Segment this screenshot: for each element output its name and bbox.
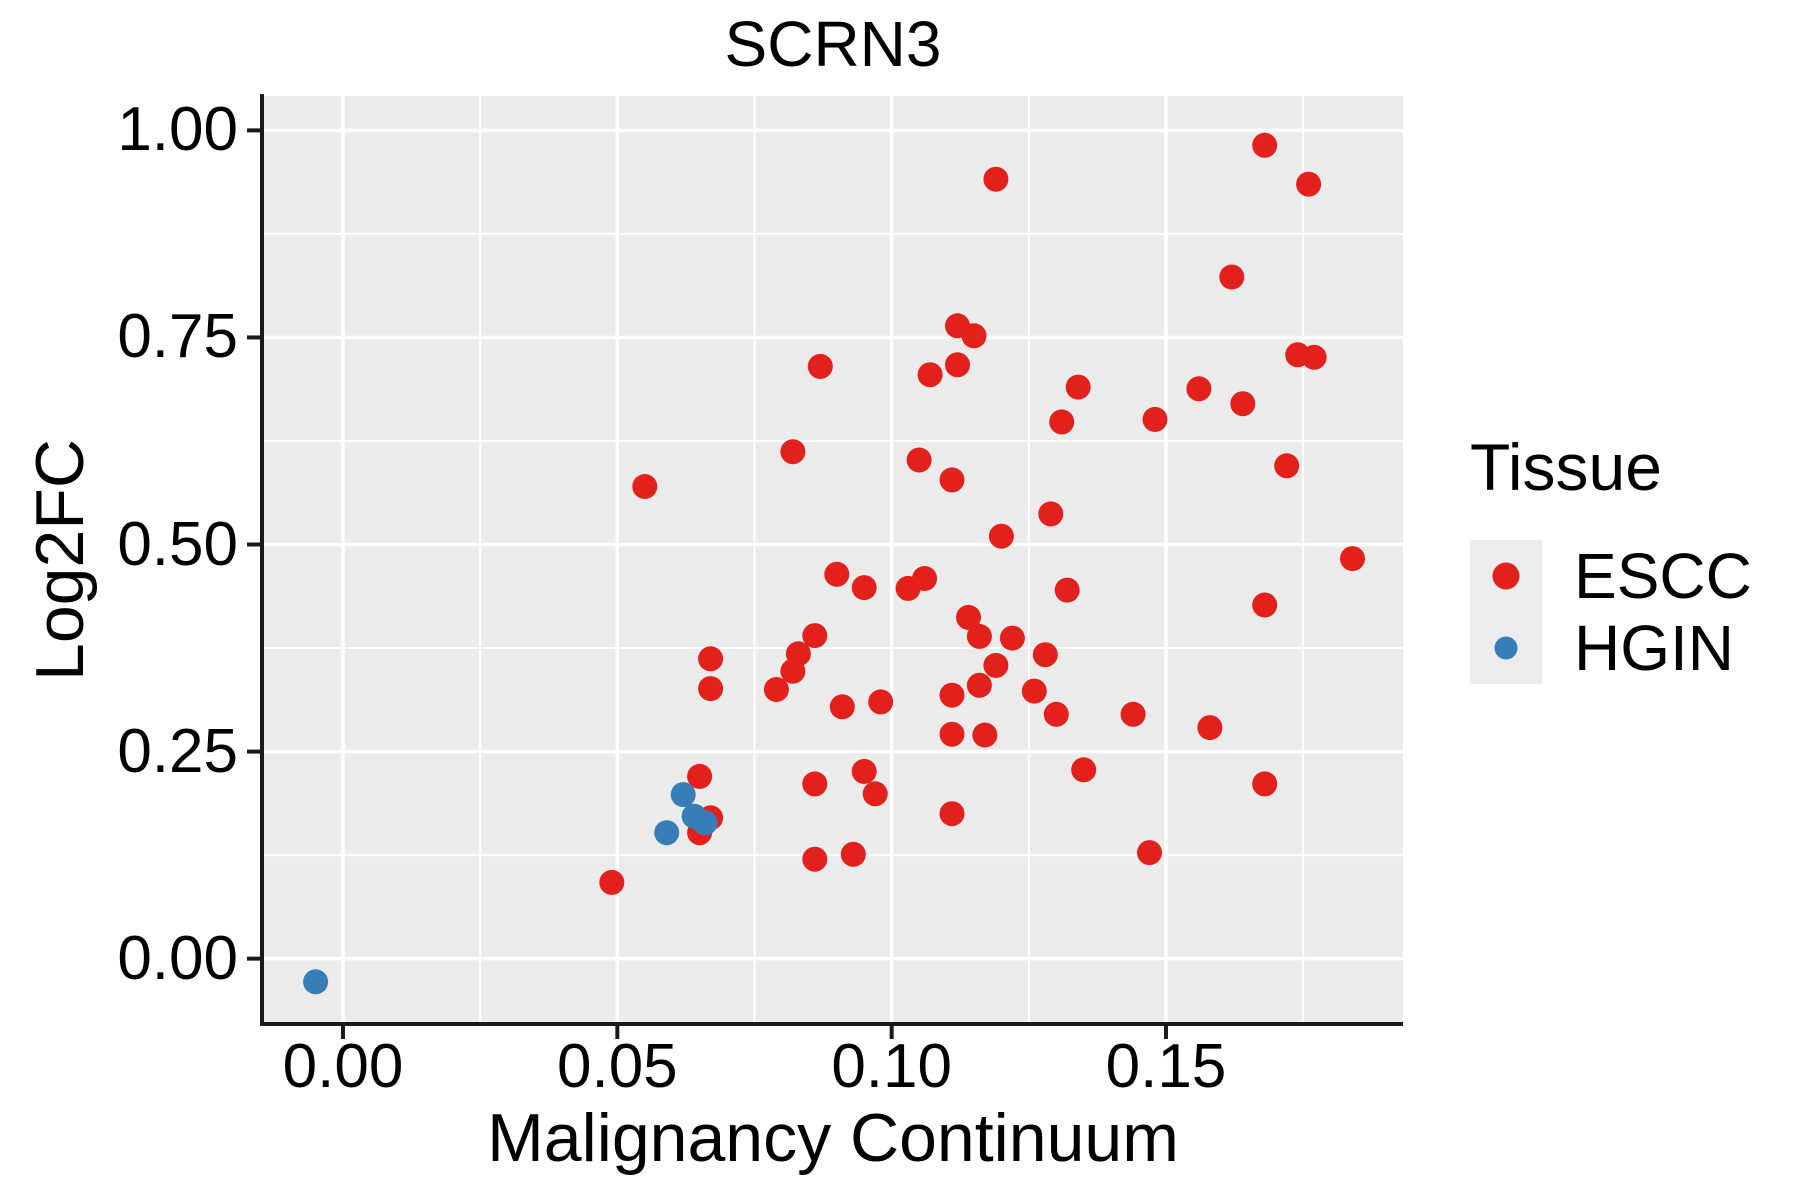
data-point-escc bbox=[912, 566, 938, 591]
legend-key-escc bbox=[1470, 540, 1542, 612]
data-point-escc bbox=[945, 352, 970, 378]
y-axis-title: Log2FC bbox=[22, 439, 98, 681]
data-point-hgin bbox=[303, 969, 329, 995]
y-tick-label: 0.00 bbox=[117, 923, 238, 993]
data-point-escc bbox=[632, 474, 658, 499]
data-point-escc bbox=[1142, 406, 1168, 432]
data-point-escc bbox=[1071, 757, 1097, 783]
data-point-escc bbox=[698, 646, 724, 672]
data-point-escc bbox=[868, 689, 894, 715]
data-point-escc bbox=[917, 362, 943, 388]
chart-title: SCRN3 bbox=[724, 8, 942, 80]
data-point-escc bbox=[763, 677, 789, 702]
data-point-escc bbox=[972, 722, 998, 748]
data-point-hgin bbox=[654, 820, 680, 846]
y-tick-label: 1.00 bbox=[117, 95, 238, 165]
data-point-escc bbox=[840, 841, 866, 867]
legend-entry-escc: ESCC bbox=[1470, 540, 1752, 612]
data-point-escc bbox=[698, 676, 724, 702]
data-point-escc bbox=[939, 682, 965, 708]
data-point-escc bbox=[1032, 642, 1058, 668]
legend-entry-hgin: HGIN bbox=[1470, 612, 1734, 684]
data-point-escc bbox=[906, 447, 932, 473]
data-point-escc bbox=[802, 771, 828, 797]
data-point-escc bbox=[1021, 678, 1047, 704]
escc-dot-icon bbox=[1492, 562, 1520, 590]
data-point-escc bbox=[802, 846, 828, 872]
hgin-dot-icon bbox=[1494, 636, 1518, 660]
data-point-escc bbox=[1054, 577, 1080, 603]
legend-label-hgin: HGIN bbox=[1574, 612, 1734, 684]
data-point-escc bbox=[807, 353, 833, 379]
data-point-escc bbox=[829, 694, 855, 720]
data-point-escc bbox=[939, 467, 965, 493]
data-point-hgin bbox=[692, 810, 718, 836]
data-point-escc bbox=[1252, 771, 1278, 797]
data-point-escc bbox=[851, 758, 877, 784]
x-axis-title: Malignancy Continuum bbox=[487, 1100, 1179, 1176]
data-point-escc bbox=[1252, 132, 1278, 158]
legend-label-escc: ESCC bbox=[1574, 540, 1752, 612]
x-tick-label: 0.05 bbox=[556, 1032, 678, 1101]
data-point-escc bbox=[966, 672, 992, 698]
data-point-escc bbox=[983, 166, 1009, 192]
data-point-escc bbox=[939, 721, 965, 747]
data-point-escc bbox=[939, 801, 965, 827]
data-point-escc bbox=[785, 641, 811, 667]
data-point-escc bbox=[862, 781, 888, 807]
data-point-escc bbox=[1274, 453, 1300, 479]
data-point-hgin bbox=[670, 782, 696, 808]
data-point-escc bbox=[1296, 171, 1322, 197]
data-point-escc bbox=[966, 623, 992, 649]
data-point-escc bbox=[983, 652, 1009, 678]
data-point-escc bbox=[999, 625, 1025, 651]
data-point-escc bbox=[599, 869, 625, 895]
legend-key-hgin bbox=[1470, 612, 1542, 684]
data-point-escc bbox=[1065, 374, 1091, 400]
data-point-escc bbox=[687, 763, 713, 789]
data-point-escc bbox=[988, 523, 1014, 549]
data-point-escc bbox=[961, 323, 987, 349]
y-tick-label: 0.50 bbox=[117, 509, 238, 579]
data-point-escc bbox=[802, 623, 828, 649]
data-point-escc bbox=[1049, 409, 1075, 435]
data-point-escc bbox=[1038, 501, 1064, 527]
data-point-escc bbox=[1301, 344, 1327, 370]
data-point-escc bbox=[1043, 701, 1069, 727]
data-point-escc bbox=[1252, 592, 1278, 618]
x-tick-label: 0.10 bbox=[831, 1032, 952, 1101]
data-point-escc bbox=[956, 604, 981, 630]
data-point-escc bbox=[780, 439, 806, 465]
data-point-escc bbox=[1340, 546, 1365, 572]
data-point-escc bbox=[1219, 264, 1245, 290]
data-point-escc bbox=[824, 561, 850, 587]
data-point-escc bbox=[1137, 840, 1162, 866]
data-point-escc bbox=[1230, 391, 1256, 417]
x-tick-label: 0.15 bbox=[1105, 1032, 1227, 1101]
y-tick-label: 0.75 bbox=[117, 302, 238, 372]
legend-title: Tissue bbox=[1470, 430, 1662, 504]
data-point-escc bbox=[1120, 701, 1146, 727]
x-tick-label: 0.00 bbox=[282, 1032, 404, 1101]
plot-panel bbox=[264, 96, 1403, 1022]
data-point-escc bbox=[851, 575, 877, 601]
y-tick-label: 0.25 bbox=[117, 716, 238, 786]
data-point-escc bbox=[1197, 715, 1223, 741]
data-point-escc bbox=[1186, 376, 1212, 402]
